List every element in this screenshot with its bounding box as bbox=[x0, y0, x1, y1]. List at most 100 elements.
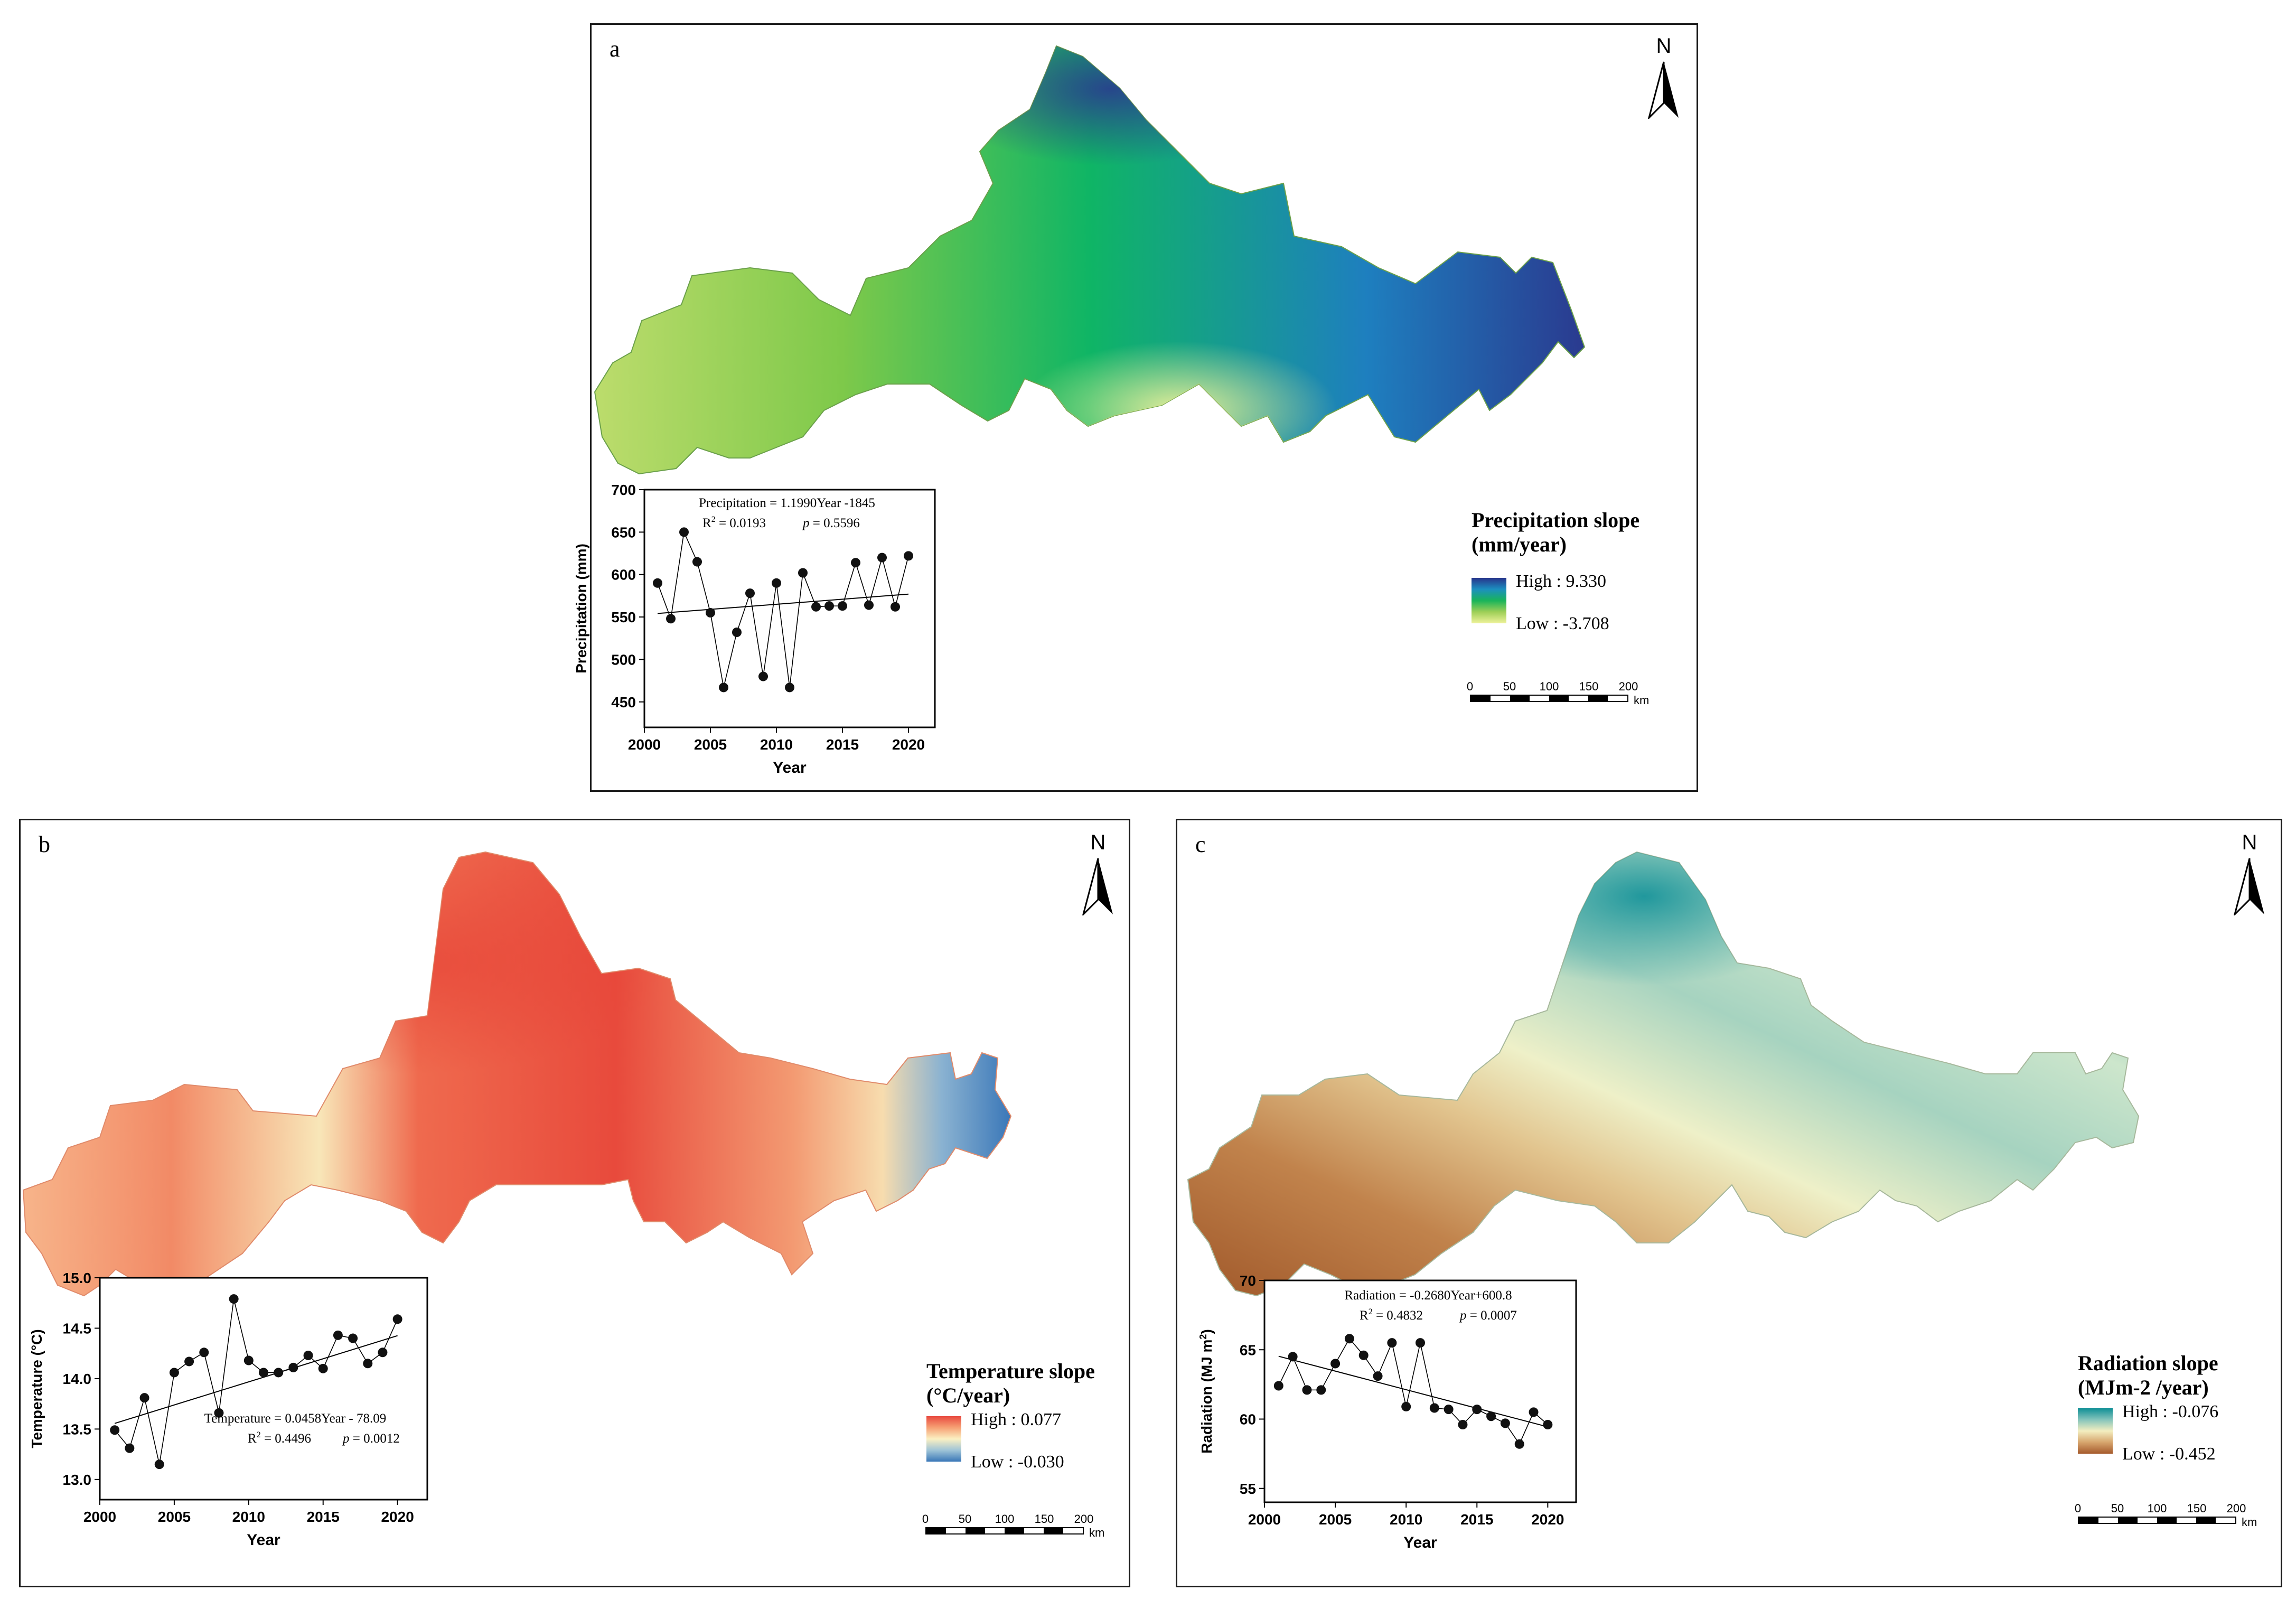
plot-frame bbox=[99, 1277, 428, 1501]
panel-label: c bbox=[1195, 831, 1206, 857]
regression-equation: Radiation = -0.2680Year+600.8 bbox=[1344, 1288, 1512, 1303]
data-point bbox=[1401, 1401, 1411, 1411]
plot-frame bbox=[1263, 1279, 1577, 1503]
x-tick-label: 2005 bbox=[158, 1509, 191, 1525]
scale-tick-label: 0 bbox=[922, 1512, 929, 1526]
scale-segment bbox=[1569, 696, 1588, 701]
data-point bbox=[1358, 1350, 1369, 1360]
scale-tick-label: 100 bbox=[2147, 1502, 2167, 1515]
r-squared-exponent: 2 bbox=[1369, 1307, 1373, 1316]
scale-tick-label: 100 bbox=[995, 1512, 1015, 1526]
p-value-number: = 0.0007 bbox=[1467, 1308, 1517, 1323]
legend-high: High : -0.076 bbox=[2122, 1402, 2219, 1421]
regression-equation: Temperature = 0.0458Year - 78.09 bbox=[204, 1411, 386, 1426]
data-point bbox=[139, 1393, 149, 1403]
data-point bbox=[1387, 1338, 1397, 1348]
scale-bar: 0 50 100 150 200 km bbox=[922, 1512, 1116, 1549]
y-tick-label: 13.0 bbox=[63, 1472, 92, 1488]
x-tick-label: 2000 bbox=[83, 1509, 116, 1525]
legend-unit: (MJm-2 /year) bbox=[2078, 1376, 2209, 1399]
p-value-symbol: p bbox=[342, 1431, 350, 1446]
north-label: N bbox=[2242, 831, 2257, 854]
r-squared-symbol: R bbox=[702, 516, 711, 530]
scale-segment bbox=[1530, 696, 1549, 701]
scale-tick-label: 50 bbox=[1503, 680, 1516, 693]
scale-segment bbox=[1005, 1528, 1024, 1533]
data-point bbox=[1543, 1420, 1553, 1429]
data-point bbox=[199, 1348, 209, 1358]
scale-segment bbox=[2118, 1518, 2138, 1523]
data-point bbox=[745, 588, 755, 598]
x-tick-label: 2020 bbox=[1531, 1511, 1564, 1528]
r-squared-symbol: R bbox=[248, 1431, 257, 1446]
scale-segment bbox=[2138, 1518, 2157, 1523]
y-tick-label: 55 bbox=[1240, 1481, 1256, 1497]
data-point bbox=[1500, 1418, 1510, 1428]
p-value-number: = 0.5596 bbox=[810, 516, 860, 530]
data-point bbox=[274, 1368, 284, 1378]
scale-tick-label: 150 bbox=[2187, 1502, 2207, 1515]
data-point bbox=[785, 682, 794, 693]
data-point bbox=[666, 614, 676, 624]
trend-line bbox=[114, 1335, 398, 1424]
panel-temperature: b N bbox=[19, 819, 1130, 1587]
x-tick-label: 2015 bbox=[826, 736, 859, 753]
scale-tick-label: 200 bbox=[1074, 1512, 1094, 1526]
scale-segment bbox=[1024, 1528, 1044, 1533]
scale-segment bbox=[2216, 1518, 2235, 1523]
scale-unit: km bbox=[1634, 694, 1650, 707]
north-label: N bbox=[1090, 831, 1106, 854]
panel-label: b bbox=[39, 831, 50, 857]
scale-bar: 0 50 100 150 200 km bbox=[2074, 1502, 2268, 1539]
data-point bbox=[1514, 1439, 1524, 1449]
data-point bbox=[706, 608, 715, 618]
y-axis-label: Precipitation (mm) bbox=[573, 544, 589, 673]
scale-segment bbox=[1608, 696, 1627, 701]
scale-tick-label: 100 bbox=[1539, 680, 1559, 693]
scale-bar-segments bbox=[925, 1527, 1084, 1534]
trend-line bbox=[1278, 1355, 1548, 1428]
data-point bbox=[1288, 1352, 1298, 1362]
scale-tick-label: 50 bbox=[2111, 1502, 2124, 1515]
panel-label: a bbox=[610, 36, 620, 62]
y-tick-label: 15.0 bbox=[63, 1270, 92, 1286]
data-point bbox=[891, 602, 900, 612]
legend-color-ramp bbox=[1472, 578, 1506, 623]
scale-tick-label: 0 bbox=[2074, 1502, 2082, 1515]
scale-segment bbox=[1588, 696, 1608, 701]
radiation-region bbox=[1187, 851, 2140, 1297]
data-point bbox=[259, 1368, 268, 1378]
x-tick-label: 2010 bbox=[1390, 1511, 1422, 1528]
data-point bbox=[169, 1368, 179, 1378]
x-tick-label: 2010 bbox=[232, 1509, 265, 1525]
temperature-map bbox=[22, 851, 1012, 1297]
data-point bbox=[732, 628, 742, 637]
r-squared: R2 = 0.0193 bbox=[702, 515, 766, 530]
data-point bbox=[392, 1314, 402, 1324]
data-point bbox=[758, 671, 768, 681]
y-tick-label: 14.0 bbox=[63, 1371, 92, 1387]
legend-unit: (°C/year) bbox=[926, 1383, 1010, 1407]
legend-low: Low : -0.452 bbox=[2122, 1444, 2216, 1464]
north-arrow: N bbox=[1643, 34, 1685, 124]
scale-tick-label: 50 bbox=[958, 1512, 972, 1526]
north-arrow-icon bbox=[1648, 61, 1679, 119]
r-squared: R2 = 0.4496 bbox=[248, 1430, 311, 1446]
p-value-symbol: p bbox=[802, 516, 810, 530]
x-axis-label: Year bbox=[1403, 1534, 1437, 1551]
data-point bbox=[348, 1333, 358, 1343]
y-axis-label: Radiation (MJ m2) bbox=[1198, 1329, 1215, 1454]
scale-segment bbox=[2157, 1518, 2177, 1523]
y-axis-label-superscript: 2 bbox=[1198, 1334, 1208, 1340]
scale-segment bbox=[1044, 1528, 1063, 1533]
r-squared-value: = 0.4496 bbox=[261, 1431, 311, 1446]
scale-tick-label: 200 bbox=[1618, 680, 1638, 693]
data-point bbox=[110, 1425, 120, 1435]
radiation-timeseries-chart: 2000 2005 2010 2015 2020 55 60 65 70 Year Radiatio… bbox=[1198, 1272, 1577, 1551]
legend-high: High : 9.330 bbox=[1516, 572, 1606, 591]
data-point bbox=[363, 1359, 373, 1369]
y-tick-label: 65 bbox=[1240, 1342, 1256, 1358]
y-tick-label: 450 bbox=[611, 694, 636, 710]
scale-unit: km bbox=[1089, 1526, 1105, 1539]
north-arrow-icon bbox=[1082, 858, 1113, 915]
